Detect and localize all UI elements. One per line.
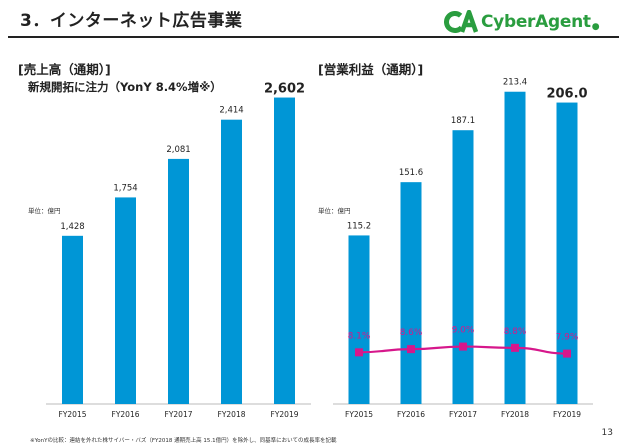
x-tick-label: FY2018	[218, 410, 246, 419]
footnote: ※YonYの比較：連結を外れた株サイバー・バズ（FY2018 通期売上高 15.…	[30, 438, 337, 444]
margin-point	[511, 343, 519, 352]
margin-value-label: 9.0%	[452, 326, 475, 336]
bar-value-label: 115.2	[347, 221, 371, 231]
bar-fy2015	[62, 235, 83, 404]
bar-fy2019	[556, 102, 578, 404]
margin-point	[407, 345, 415, 354]
margin-value-label: 8.8%	[504, 327, 527, 337]
bar-fy2016	[115, 197, 136, 404]
page-title: 3．インターネット広告事業	[20, 11, 243, 31]
right-unit-label: 単位：億円	[318, 207, 351, 215]
operating-profit-bar-chart: 115.2 FY2015 151.6 FY2016 187.1 FY2017 213.4 FY…	[333, 78, 593, 419]
x-tick-label: FY2017	[165, 410, 193, 419]
bar-value-label: 2,414	[219, 106, 243, 116]
bar-fy2017	[168, 158, 189, 404]
bar-fy2017	[452, 130, 474, 404]
margin-point	[563, 349, 571, 358]
x-tick-label: FY2015	[345, 410, 373, 419]
x-tick-label: FY2018	[501, 410, 529, 419]
margin-value-label: 8.6%	[400, 328, 423, 338]
sales-bar-chart: 1,428 FY2015 1,754 FY2016 2,081 FY2017 2,414 FY…	[46, 82, 311, 419]
bar-value-label: 151.6	[399, 168, 423, 178]
bar-value-label: 2,081	[166, 145, 190, 155]
bar-value-label: 187.1	[451, 116, 475, 126]
right-chart-title: [営業利益（通期）]	[318, 62, 424, 77]
margin-point	[459, 342, 467, 351]
bar-fy2019	[274, 97, 295, 404]
x-tick-label: FY2017	[449, 410, 477, 419]
bar-value-label: 1,428	[60, 222, 84, 232]
x-tick-label: FY2016	[112, 410, 140, 419]
cyberagent-logo: CyberAgent ●	[444, 10, 600, 34]
logo-registered-dot: ●	[591, 22, 600, 32]
left-chart-subtitle: 新規開拓に注力（YonY 8.4%増※）	[28, 80, 222, 94]
x-tick-label: FY2019	[553, 410, 581, 419]
logo-wordmark: CyberAgent	[481, 12, 591, 32]
bar-value-label: 206.0	[546, 87, 587, 102]
ca-logo-icon	[444, 10, 478, 33]
title-divider	[8, 36, 619, 38]
bar-value-label: 1,754	[113, 183, 137, 193]
bar-fy2016	[400, 182, 422, 404]
page-number: 13	[601, 428, 613, 438]
bar-value-label: 2,602	[264, 82, 305, 97]
margin-value-label: 7.9%	[556, 333, 579, 343]
x-tick-label: FY2016	[397, 410, 425, 419]
bar-value-label: 213.4	[503, 78, 527, 88]
left-unit-label: 単位：億円	[28, 207, 61, 215]
left-chart-title: [売上高（通期）]	[18, 62, 111, 77]
bar-fy2018	[221, 119, 242, 404]
bar-fy2015	[348, 235, 370, 404]
x-tick-label: FY2015	[59, 410, 87, 419]
margin-value-label: 8.1%	[348, 331, 371, 341]
margin-point	[355, 348, 363, 357]
x-tick-label: FY2019	[271, 410, 299, 419]
bar-fy2018	[504, 91, 526, 404]
